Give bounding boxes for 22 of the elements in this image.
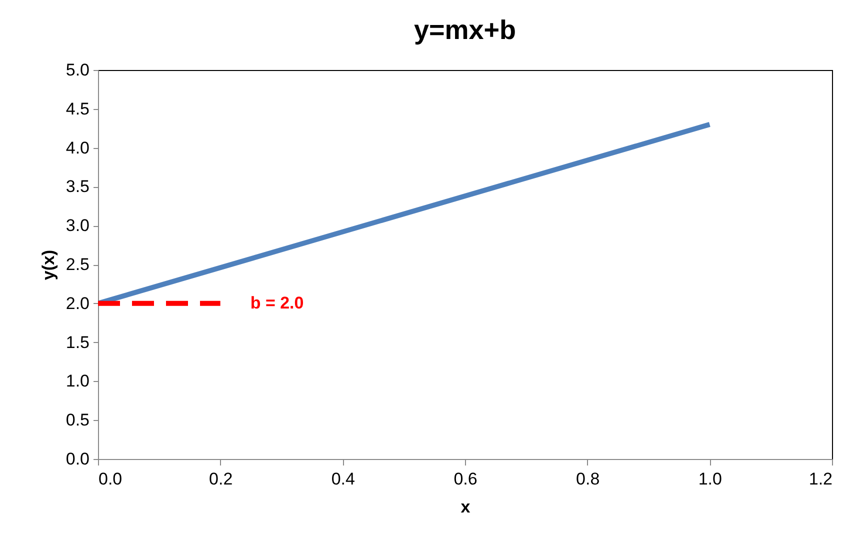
x-tick-label: 0.2 <box>209 470 233 488</box>
x-axis-title: x <box>460 498 471 516</box>
y-tick-label: 2.5 <box>66 255 90 274</box>
x-tick-label: 0.6 <box>454 470 478 488</box>
y-tick-label: 5.0 <box>66 60 90 80</box>
x-tick-label: 0.0 <box>98 470 122 488</box>
y-tick-label: 1.5 <box>66 332 90 352</box>
y-tick-label: 0.0 <box>66 450 90 468</box>
y-tick-label: 4.5 <box>66 99 90 118</box>
y-tick-label: 4.0 <box>66 138 90 158</box>
x-tick-label: 0.8 <box>576 470 600 488</box>
x-tick-label: 0.4 <box>331 470 355 488</box>
x-tick-label: 1.0 <box>698 470 722 488</box>
y-axis-title: y(x) <box>38 250 58 280</box>
x-tick-label: 1.2 <box>808 470 832 488</box>
y-tick-label: 1.0 <box>66 372 90 391</box>
y-tick-label: 0.5 <box>66 410 90 430</box>
y-tick-label: 3.5 <box>66 177 90 196</box>
y-tick-label: 3.0 <box>66 216 90 236</box>
chart-title: y=mx+b <box>414 15 516 45</box>
annotation: b = 2.0 <box>250 293 304 312</box>
y-tick-label: 2.0 <box>66 294 90 313</box>
